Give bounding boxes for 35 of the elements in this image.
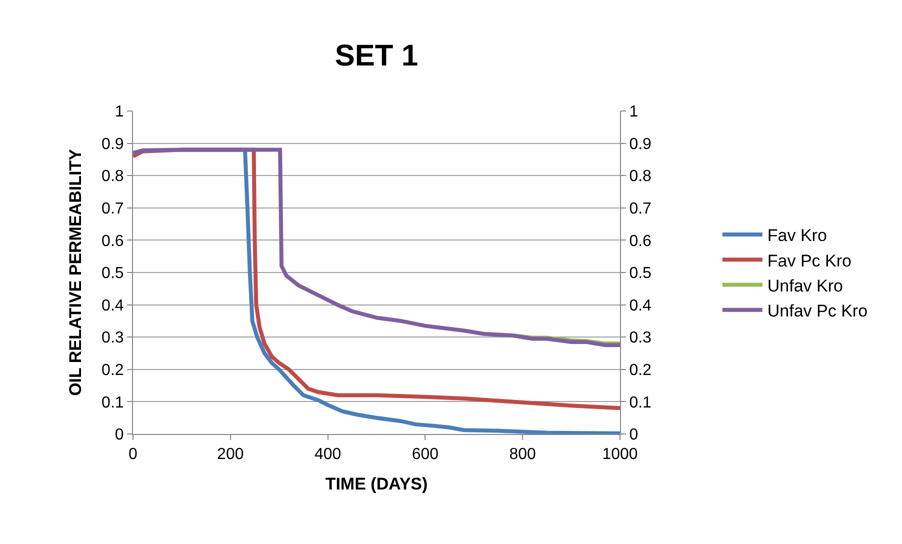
y-tick-label: 0.4 (102, 297, 124, 314)
y2-tick-label: 0.8 (629, 168, 652, 186)
y2-tick-label: 0.7 (629, 200, 652, 218)
y2-tick-label: 0.2 (629, 362, 652, 379)
y2-tick-label: 0.9 (629, 136, 652, 153)
y-tick-label: 0 (114, 426, 124, 444)
x-tick-label: 200 (217, 446, 244, 464)
y2-tick-label: 0.3 (629, 330, 652, 347)
legend-label: Unfav Pc Kro (767, 301, 868, 320)
y-tick-label: 0.6 (102, 232, 124, 250)
y-tick-label: 0.2 (102, 362, 124, 379)
x-tick-label: 400 (314, 446, 342, 464)
y2-tick-label: 0.1 (629, 394, 652, 412)
legend-label: Unfav Kro (767, 276, 843, 296)
legend-label: Fav Pc Kro (767, 251, 852, 270)
legend-label: Fav Kro (767, 226, 827, 246)
y2-tick-label: 0 (629, 426, 638, 444)
y-tick-label: 0.5 (102, 265, 124, 282)
x-tick-label: 1000 (602, 446, 638, 464)
y-tick-label: 0.7 (102, 200, 124, 218)
y-axis-title: OIL RELATIVE PERMEABILITY (66, 148, 86, 396)
x-axis-title: TIME (DAYS) (325, 474, 428, 494)
y-tick-label: 1 (114, 104, 124, 121)
chart-title: SET 1 (334, 40, 418, 72)
y2-tick-label: 1 (629, 104, 638, 121)
y-tick-label: 0.8 (102, 168, 124, 186)
y-tick-label: 0.9 (102, 136, 124, 153)
x-tick-label: 600 (412, 446, 439, 464)
y-tick-label: 0.1 (102, 394, 124, 412)
x-tick-label: 800 (509, 446, 536, 464)
y2-tick-label: 0.6 (629, 232, 652, 250)
y-tick-label: 0.3 (102, 330, 124, 347)
y2-tick-label: 0.5 (629, 265, 652, 282)
x-tick-label: 0 (128, 446, 138, 464)
y2-tick-label: 0.4 (629, 297, 652, 314)
